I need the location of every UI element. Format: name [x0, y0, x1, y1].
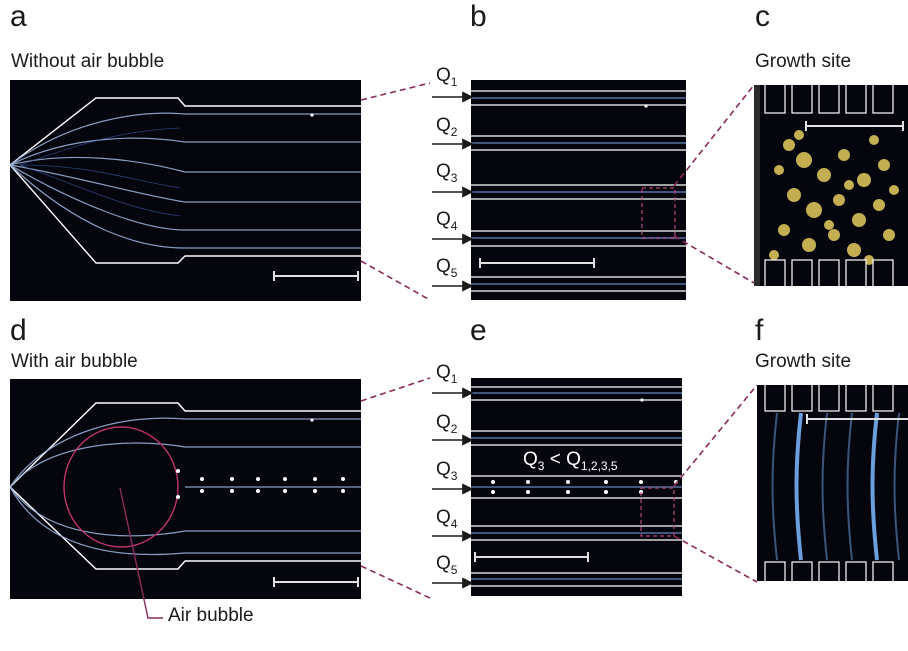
zoom-box: [640, 487, 675, 537]
flow-label-q4-e: Q4: [436, 507, 458, 531]
flow-label-q1-b: Q1: [436, 65, 458, 89]
channel-walls: [10, 402, 361, 570]
trap-posts-bottom: [764, 561, 894, 581]
flow-streamlines: [10, 417, 361, 556]
micrograph-panel-a: [10, 80, 361, 301]
air-bubble-outline: [63, 426, 179, 548]
tracer-particle: [310, 113, 314, 117]
channel-walls: [471, 386, 682, 587]
flow-label-q3-b: Q3: [436, 161, 458, 185]
flow-streamlines: [771, 412, 900, 561]
air-bubble-callout: Air bubble: [168, 605, 254, 626]
trap-posts-top: [764, 385, 894, 412]
panel-title-c: Growth site: [755, 51, 852, 72]
growth-site-f: [764, 385, 908, 581]
faint-streamlines: [19, 127, 181, 217]
micrograph-panel-e: Q3 < Q1,2,3,5: [471, 378, 682, 596]
panel-title-f: Growth site: [755, 351, 852, 372]
panel-label-d: d: [10, 314, 27, 347]
micrograph-panel-b: [471, 80, 686, 300]
panel-label-f: f: [755, 314, 764, 347]
flow-label-q2-b: Q2: [436, 115, 458, 139]
micrograph-panel-f: [757, 385, 908, 581]
micrograph-panel-c: [754, 85, 908, 286]
panel-label-c: c: [755, 0, 770, 33]
channel-walls: [10, 97, 361, 264]
flow-label-q5-e: Q5: [436, 553, 458, 577]
panel-label-e: e: [470, 314, 487, 347]
zoom-box: [641, 187, 676, 239]
tracer-particles: [491, 398, 678, 494]
micrograph-panel-d: [10, 379, 361, 599]
tracer-particles: [176, 418, 345, 499]
panel-title-d: With air bubble: [11, 351, 138, 372]
biofilm-growth: [769, 130, 899, 265]
flow-label-q4-b: Q4: [436, 209, 458, 233]
parallel-channels-b: [471, 90, 686, 292]
panel-title-a: Without air bubble: [11, 51, 165, 72]
trap-posts-bottom: [764, 259, 894, 286]
channel-network-a: [10, 97, 361, 281]
trap-posts-top: [764, 85, 894, 114]
panel-label-b: b: [470, 0, 487, 33]
channel-flow-glow: [471, 392, 682, 580]
channel-walls: [471, 90, 686, 292]
flow-label-q1-e: Q1: [436, 362, 458, 386]
flow-label-q3-e: Q3: [436, 459, 458, 483]
parallel-channels-e: [471, 386, 682, 587]
channel-flow-glow: [471, 97, 686, 285]
flow-label-q2-e: Q2: [436, 412, 458, 436]
tracer-particle: [644, 104, 648, 108]
channel-network-d: [10, 402, 361, 587]
flow-label-q5-b: Q5: [436, 256, 458, 280]
panel-label-a: a: [10, 0, 27, 33]
growth-site-c: [754, 85, 904, 286]
flow-relation-label: Q3 < Q1,2,3,5: [523, 449, 618, 473]
